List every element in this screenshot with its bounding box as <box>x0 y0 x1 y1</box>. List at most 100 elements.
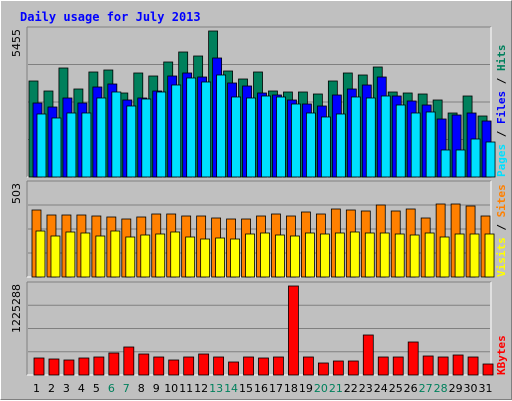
bar-kbytes-day-8 <box>138 353 150 376</box>
bar-pages-day-9 <box>156 91 167 178</box>
bar-visits-day-30 <box>469 233 480 278</box>
bar-pages-day-14 <box>231 96 241 178</box>
chart-title: Daily usage for July 2013 <box>20 10 201 24</box>
bar-pages-day-6 <box>111 91 122 178</box>
bar-visits-day-24 <box>379 232 390 278</box>
legend-separator: / <box>495 124 508 144</box>
bar-visits-day-12 <box>200 238 211 278</box>
bar-visits-day-15 <box>245 233 255 278</box>
bar-visits-day-23 <box>364 232 375 278</box>
bar-kbytes-day-21 <box>332 360 344 376</box>
bar-pages-day-29 <box>455 149 466 178</box>
bar-pages-day-19 <box>306 112 316 178</box>
day-label-15: 15 <box>239 382 253 395</box>
day-label-6: 6 <box>108 382 115 395</box>
bar-visits-day-20 <box>319 233 330 278</box>
bar-visits-day-25 <box>394 233 405 278</box>
legend-kbytes: KBytes <box>495 335 508 375</box>
panel-kbytes: 1225288 KBytes <box>10 281 508 376</box>
bar-pages-day-21 <box>335 113 346 178</box>
day-label-2: 2 <box>48 382 55 395</box>
bar-visits-day-17 <box>275 234 285 278</box>
bar-kbytes-day-4 <box>78 357 90 376</box>
bar-pages-day-18 <box>291 103 301 178</box>
ymax-label-kbytes: 1225288 <box>10 284 23 333</box>
bar-kbytes-day-12 <box>198 353 210 376</box>
day-label-1: 1 <box>33 382 40 395</box>
bar-visits-day-31 <box>484 233 495 278</box>
day-label-14: 14 <box>224 382 238 395</box>
bar-pages-day-1 <box>36 113 47 178</box>
bar-kbytes-day-28 <box>437 356 449 376</box>
bar-visits-day-1 <box>35 230 46 278</box>
bar-pages-day-24 <box>380 95 391 178</box>
bar-visits-day-11 <box>185 236 196 278</box>
bar-visits-day-21 <box>334 232 345 278</box>
day-label-31: 31 <box>479 382 493 395</box>
bar-visits-day-19 <box>305 232 315 278</box>
ymax-label-sites-visits: 503 <box>10 183 23 204</box>
day-label-12: 12 <box>194 382 208 395</box>
day-label-18: 18 <box>284 382 298 395</box>
legend-item-visits: Visits <box>495 237 508 277</box>
legend-item-kbytes: KBytes <box>495 335 508 375</box>
bar-kbytes-day-20 <box>317 362 329 376</box>
bar-pages-day-5 <box>96 97 107 178</box>
day-label-8: 8 <box>138 382 145 395</box>
bar-kbytes-day-16 <box>258 357 269 376</box>
legend-item-hits: Hits <box>495 45 508 72</box>
bar-kbytes-day-11 <box>183 356 195 376</box>
bar-pages-day-17 <box>276 96 286 178</box>
bar-kbytes-day-6 <box>108 352 120 376</box>
legend-separator: / <box>495 71 508 91</box>
day-label-22: 22 <box>344 382 358 395</box>
bar-pages-day-12 <box>201 81 212 178</box>
legend-item-sites: Sites <box>495 184 508 217</box>
bar-visits-day-6 <box>110 230 121 278</box>
bar-visits-day-18 <box>290 235 300 278</box>
bar-visits-day-4 <box>80 232 91 278</box>
bar-visits-day-26 <box>409 234 420 278</box>
bar-pages-day-11 <box>186 77 197 178</box>
bar-visits-day-22 <box>349 231 360 278</box>
bar-pages-day-8 <box>141 98 152 178</box>
bar-pages-day-23 <box>365 97 376 178</box>
bar-visits-day-16 <box>260 232 270 278</box>
bar-pages-day-30 <box>470 138 481 178</box>
bar-kbytes-day-2 <box>48 358 60 376</box>
bar-pages-day-3 <box>66 112 77 178</box>
bar-visits-day-29 <box>454 233 465 278</box>
bar-visits-day-8 <box>140 234 151 278</box>
bar-visits-day-5 <box>95 235 106 278</box>
day-label-16: 16 <box>254 382 268 395</box>
bar-kbytes-day-14 <box>228 361 239 376</box>
bar-kbytes-day-22 <box>347 360 359 376</box>
legend-separator: / <box>495 217 508 237</box>
bar-pages-day-13 <box>216 74 227 178</box>
day-label-20: 20 <box>314 382 328 395</box>
legend-item-pages: Pages <box>495 144 508 177</box>
bar-visits-day-2 <box>50 235 61 278</box>
legend-sites-visits: Visits / Sites <box>495 184 508 277</box>
day-label-4: 4 <box>78 382 85 395</box>
day-label-9: 9 <box>153 382 160 395</box>
bar-pages-day-22 <box>350 96 361 178</box>
bar-kbytes-day-25 <box>392 356 404 376</box>
bar-visits-day-13 <box>215 237 226 278</box>
bar-kbytes-day-5 <box>93 356 105 376</box>
bar-pages-day-25 <box>395 104 406 178</box>
bar-visits-day-27 <box>424 232 435 278</box>
bar-kbytes-day-9 <box>153 356 165 376</box>
bar-pages-day-26 <box>410 112 421 178</box>
day-label-24: 24 <box>374 382 388 395</box>
day-label-25: 25 <box>389 382 403 395</box>
bar-kbytes-day-19 <box>303 356 314 376</box>
bar-kbytes-day-1 <box>33 357 45 376</box>
bar-pages-day-28 <box>440 149 451 178</box>
bar-pages-day-27 <box>425 111 436 178</box>
bar-pages-day-16 <box>261 95 271 178</box>
day-label-5: 5 <box>93 382 100 395</box>
bar-pages-day-10 <box>171 84 182 178</box>
day-label-19: 19 <box>299 382 313 395</box>
